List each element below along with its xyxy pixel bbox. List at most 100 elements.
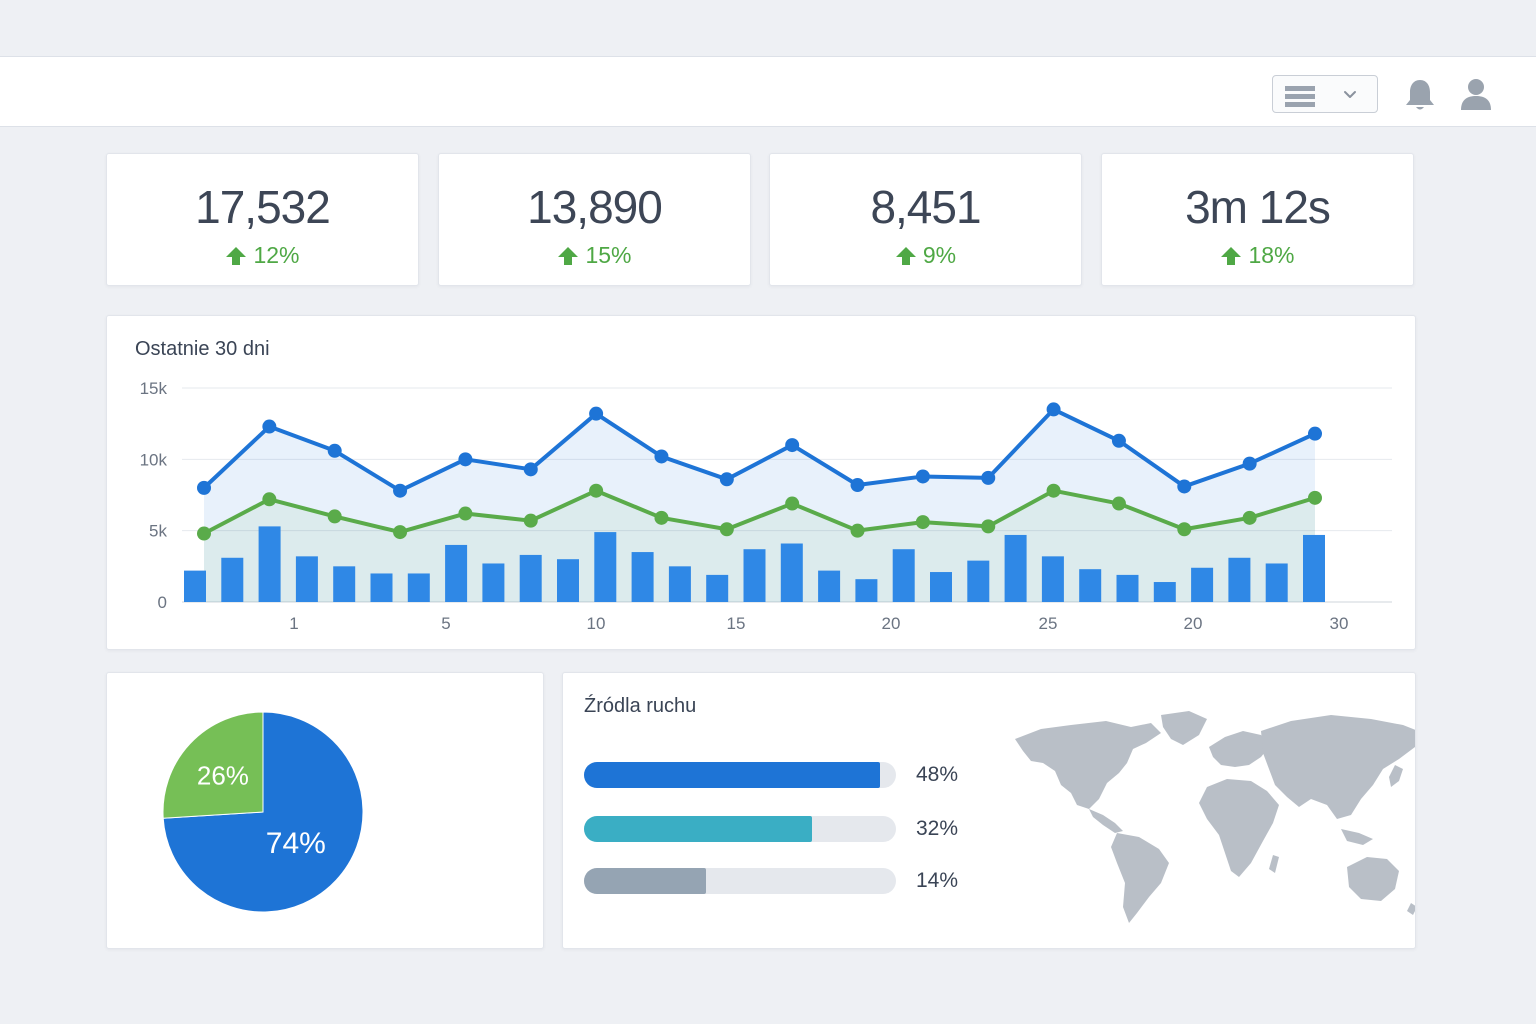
kpi-card-sessions: 8,451 9% [769,153,1082,286]
traffic-bar-label: 32% [916,817,959,840]
kpi-delta: 15% [439,242,750,269]
hamburger-menu-icon [1285,86,1315,110]
x-tick-label: 10 [587,614,606,633]
bar [1153,582,1176,602]
point-blue [589,406,604,421]
x-tick-label: 15 [727,614,746,633]
point-green [1242,510,1257,525]
point-blue [1242,456,1257,471]
series-line-blue [202,407,1316,493]
traffic-bar-track [584,868,896,894]
bar [706,574,729,602]
point-blue [915,469,930,484]
kpi-card-duration: 3m 12s 18% [1101,153,1414,286]
bar [370,573,393,602]
x-tick-label: 25 [1039,614,1058,633]
y-tick-label: 10k [140,450,168,469]
bar [743,549,766,602]
bar [930,572,952,602]
point-blue [523,462,538,477]
traffic-sources-card: Źródla ruchu 48% 32% 14% [562,672,1416,949]
bar [407,573,430,602]
bell-icon[interactable] [1400,75,1440,115]
point-green [1177,522,1192,537]
point-green [981,519,996,534]
point-green [327,509,342,524]
point-blue [785,438,800,453]
bar [184,570,206,602]
point-green [654,510,669,525]
point-blue [981,470,996,485]
point-blue [850,478,865,493]
bar [1228,557,1251,602]
x-tick-label: 5 [441,614,450,633]
bar [445,544,468,602]
x-tick-label: 20 [1184,614,1203,633]
traffic-bar-fill [584,762,881,788]
kpi-delta: 12% [107,242,418,269]
point-green [1308,490,1322,505]
bar [1079,569,1102,602]
bar [519,554,542,602]
menu-dropdown[interactable] [1272,75,1378,113]
point-blue [262,419,277,434]
bar [892,549,915,602]
bar [1265,563,1288,602]
kpi-value: 3m 12s [1185,181,1331,233]
point-blue [1046,402,1061,417]
x-tick-label: 1 [289,614,298,633]
bar [258,526,281,602]
point-blue [393,483,408,498]
traffic-bar-row: 14% [584,868,984,896]
arrow-up-icon [895,247,916,265]
point-blue [458,452,473,467]
traffic-title: Źródla ruchu [584,695,697,717]
pie-slice [162,711,264,819]
kpi-delta: 9% [770,242,1081,269]
arrow-up-icon [226,247,247,265]
point-green [458,506,473,521]
bar [1041,556,1064,602]
bar [1004,534,1027,602]
y-tick-label: 0 [158,593,167,612]
traffic-bar-track [584,816,896,842]
user-avatar-icon[interactable] [1456,75,1496,115]
top-bar [0,56,1536,127]
point-blue [1177,479,1192,494]
arrow-up-icon [1221,247,1242,265]
point-blue [327,443,342,458]
traffic-bar-row: 48% [584,762,984,790]
point-blue [197,480,211,495]
bar [780,543,803,602]
arrow-up-icon [558,247,579,265]
kpi-delta-value: 12% [253,242,300,268]
point-green [1046,483,1061,498]
trend-chart-card: Ostatnie 30 dni 0 5k 10k 15k 1 5 10 15 20 25 20 30 [106,315,1416,650]
x-tick-label: 20 [882,614,901,633]
point-blue [654,449,669,464]
bar [668,566,691,602]
kpi-delta-value: 18% [1248,242,1295,268]
traffic-bar-row: 32% [584,816,984,844]
bar [594,532,617,602]
point-green [589,483,604,498]
bar [967,560,990,602]
point-blue [1308,426,1322,441]
kpi-delta-value: 15% [585,242,632,268]
bar [855,579,878,602]
bar [295,556,318,602]
bar [818,570,841,602]
kpi-card-visits: 17,532 12% [106,153,419,286]
kpi-value: 13,890 [527,181,663,233]
kpi-delta: 18% [1102,242,1413,269]
bar [221,557,244,602]
traffic-bar-fill [584,816,812,842]
chevron-down-icon [1344,91,1356,98]
x-tick-label: 30 [1330,614,1349,633]
traffic-bar-track [584,762,896,788]
traffic-bar-label: 48% [916,763,959,786]
pie-label: 74% [266,827,326,860]
point-blue [719,472,734,487]
y-tick-label: 5k [149,522,167,541]
